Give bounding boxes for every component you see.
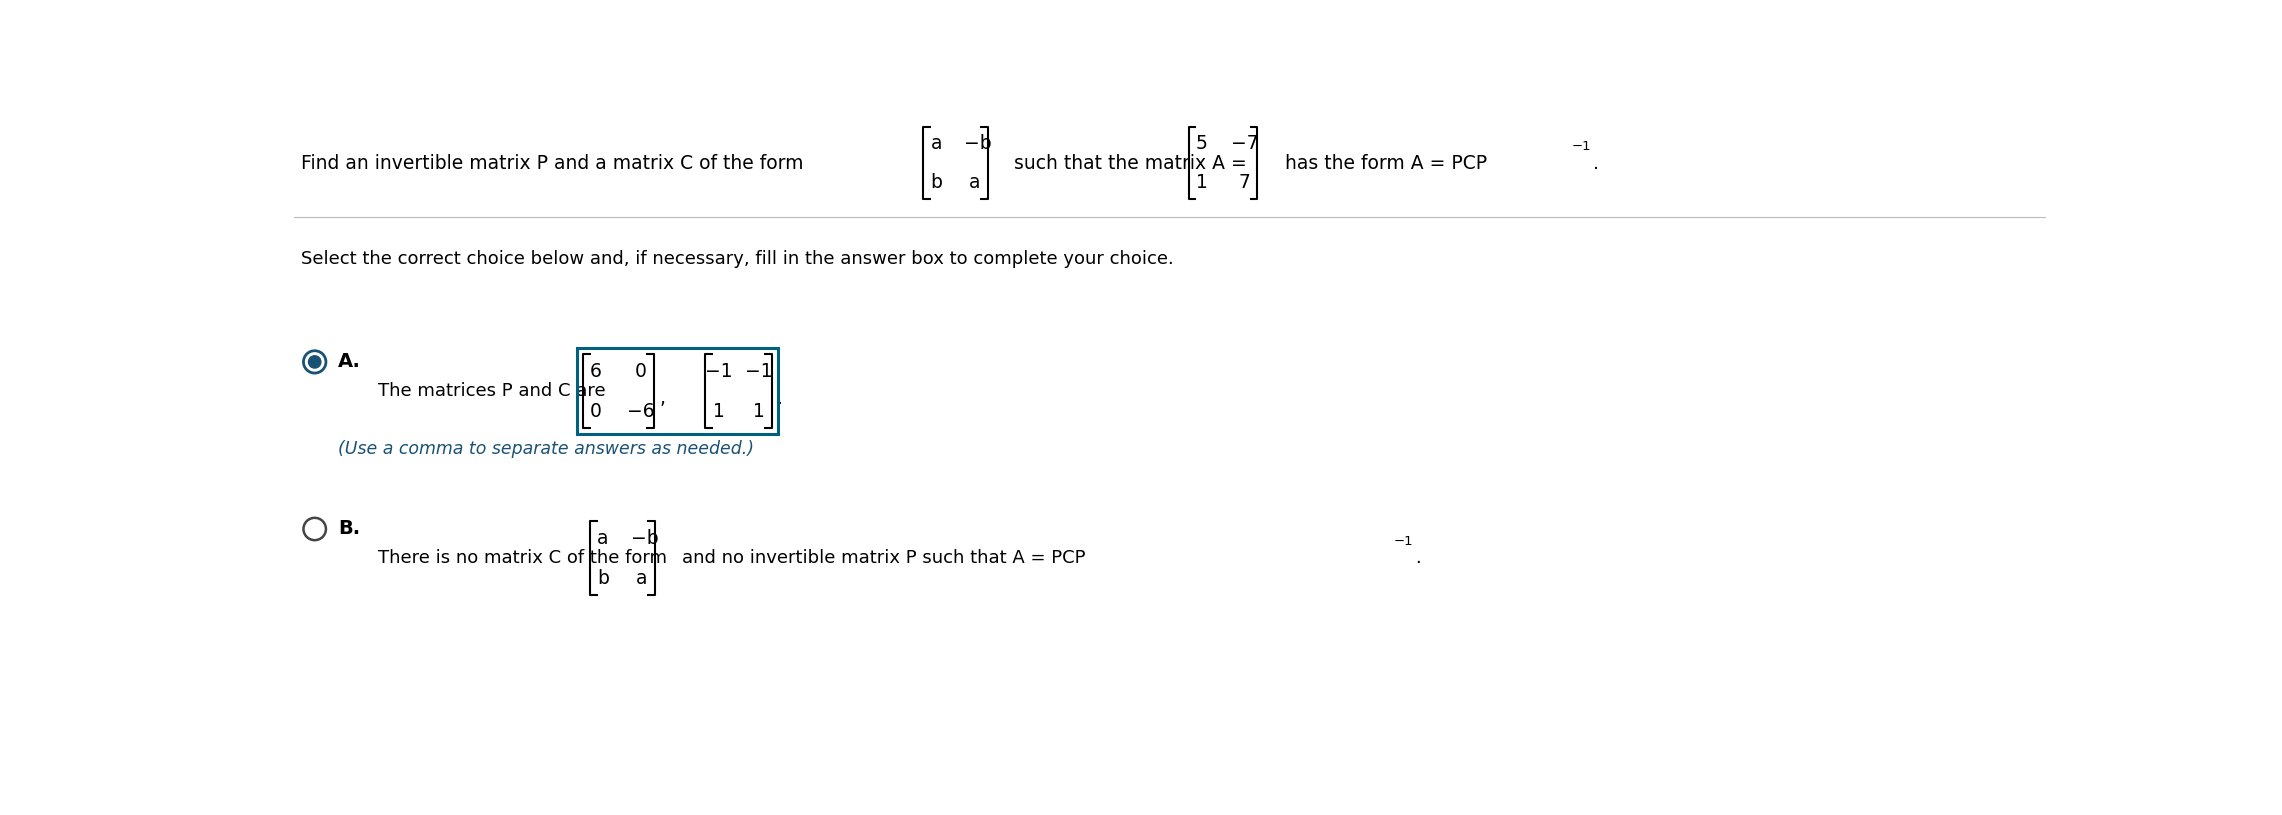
Text: a: a [931,134,942,153]
Text: a: a [598,529,609,548]
Text: 1: 1 [753,402,764,421]
Text: −7: −7 [1230,134,1257,153]
Text: −1: −1 [1394,535,1413,548]
Text: 1: 1 [712,402,723,421]
Text: 0: 0 [591,402,602,421]
Text: 0: 0 [634,362,646,381]
Text: .: . [1593,154,1600,173]
Text: −6: −6 [628,402,655,421]
Text: 6: 6 [591,362,602,381]
Text: −1: −1 [705,362,733,381]
Text: Select the correct choice below and, if necessary, fill in the answer box to com: Select the correct choice below and, if … [301,250,1173,268]
Text: There is no matrix C of the form: There is no matrix C of the form [379,549,666,567]
Text: −b: −b [625,529,659,548]
Text: 1: 1 [1196,173,1207,192]
Text: The matrices P and C are: The matrices P and C are [379,382,607,400]
Text: −1: −1 [744,362,774,381]
Text: .: . [776,390,783,408]
Text: 5: 5 [1196,134,1207,153]
Text: −b: −b [958,134,993,153]
Text: a: a [970,173,981,192]
Text: Find an invertible matrix P and a matrix C of the form: Find an invertible matrix P and a matrix… [301,154,803,173]
Text: b: b [598,569,609,588]
Circle shape [308,356,322,368]
Bar [577,348,778,434]
Text: A.: A. [338,352,361,372]
Text: such that the matrix A =: such that the matrix A = [1013,154,1246,173]
Text: B.: B. [338,519,361,539]
Text: ,: , [659,390,666,408]
Text: has the form A = PCP: has the form A = PCP [1285,154,1488,173]
Text: −1: −1 [1572,140,1591,152]
Text: b: b [931,173,942,192]
Text: .: . [1415,549,1422,567]
Text: 7: 7 [1239,173,1251,192]
Text: and no invertible matrix P such that A = PCP: and no invertible matrix P such that A =… [682,549,1086,567]
Text: a: a [637,569,648,588]
Text: (Use a comma to separate answers as needed.): (Use a comma to separate answers as need… [338,440,753,458]
